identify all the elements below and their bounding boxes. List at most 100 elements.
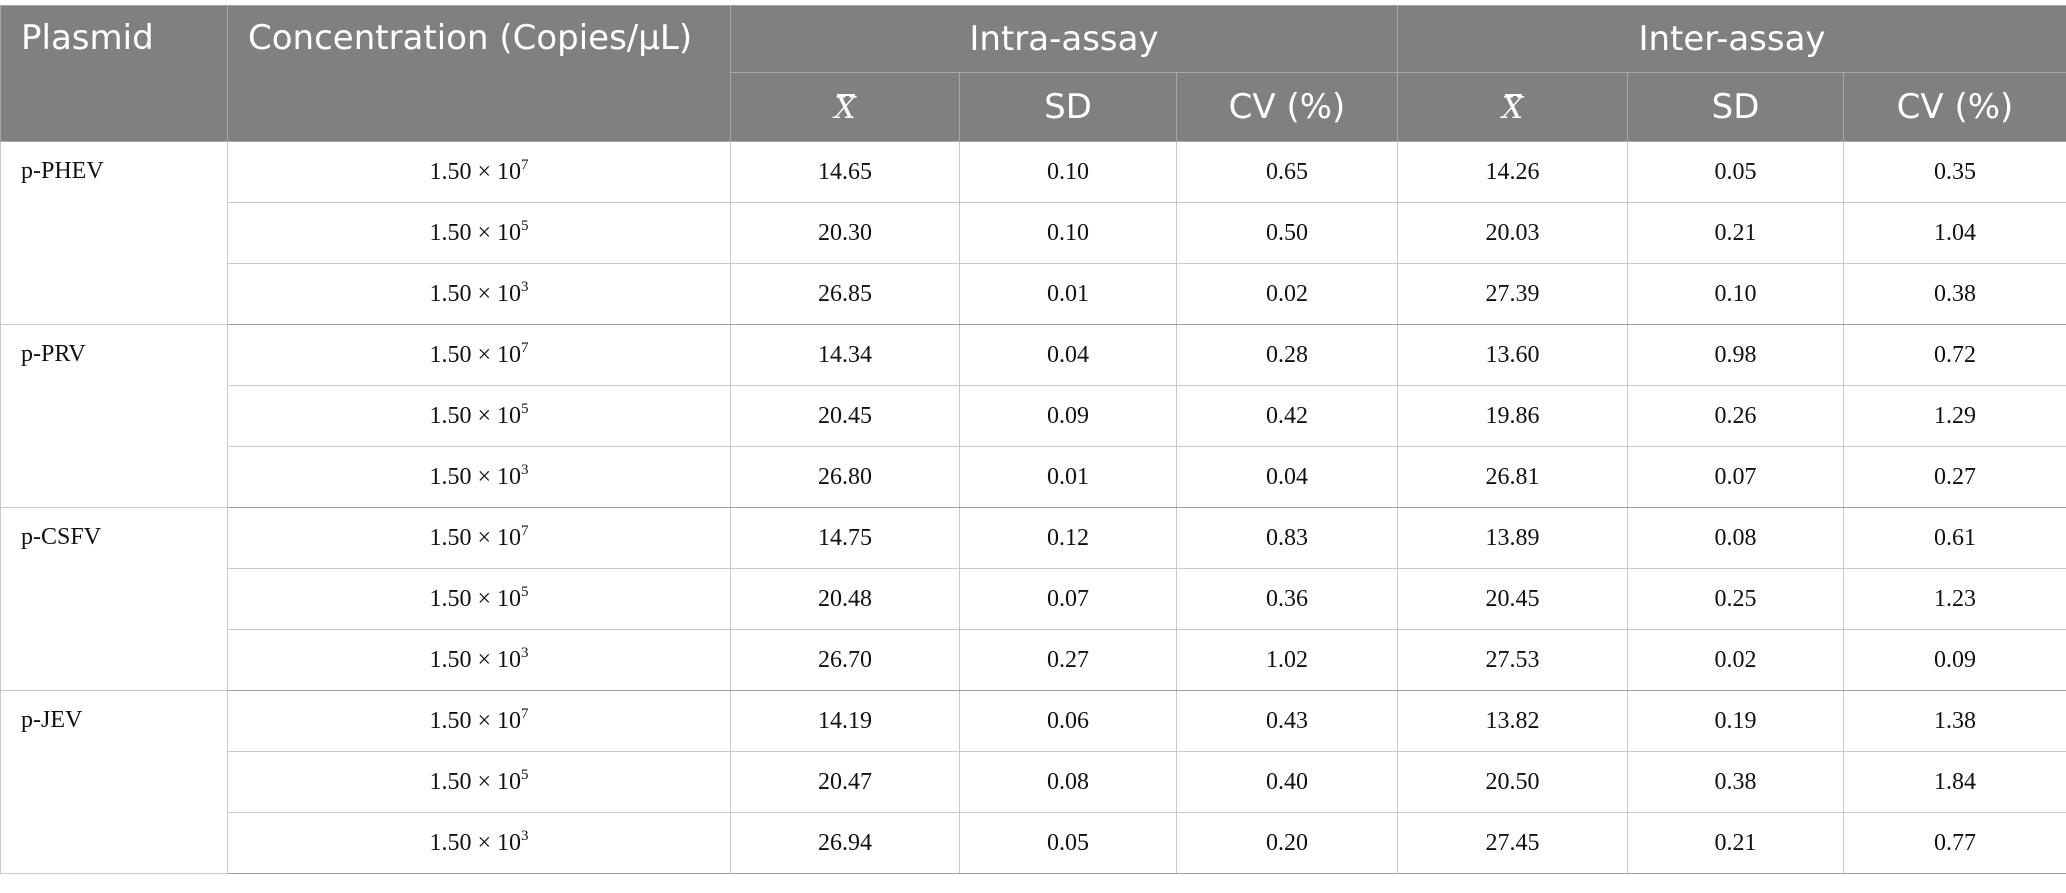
inter-cv-cell: 1.29 [1842, 385, 2066, 447]
data-table: Plasmid Concentration (Copies/μL) Intra-… [0, 5, 2066, 874]
intra-sd-header: SD [959, 72, 1177, 142]
intra-cv-cell: 0.02 [1176, 263, 1398, 325]
concentration-cell: 1.50 × 105 [227, 568, 731, 630]
intra-sd-cell: 0.09 [959, 385, 1177, 447]
mean-symbol: X [834, 91, 856, 126]
inter-sd-cell: 0.08 [1627, 507, 1844, 569]
inter-sd-cell: 0.10 [1627, 263, 1844, 325]
intra-mean-cell: 26.80 [730, 446, 960, 508]
intra-cv-cell: 0.42 [1176, 385, 1398, 447]
concentration-base: 1.50 × 10 [429, 768, 522, 795]
inter-sd-header: SD [1627, 72, 1844, 142]
intra-sd-cell: 0.01 [959, 446, 1177, 508]
concentration-cell: 1.50 × 107 [227, 507, 731, 569]
concentration-cell: 1.50 × 103 [227, 446, 731, 508]
inter-sd-cell: 0.38 [1627, 751, 1844, 813]
table-row: p-JEV 1.50 × 107 14.19 0.06 0.43 13.82 0.19 1.3… [0, 690, 2066, 874]
table-row: 1.50 × 103 26.70 0.27 1.02 27.53 0.02 0.09 [1, 629, 2066, 691]
table-row: 1.50 × 103 26.80 0.01 0.04 26.81 0.07 0.27 [1, 446, 2066, 508]
intra-mean-cell: 20.30 [730, 202, 960, 264]
concentration-base: 1.50 × 10 [429, 341, 522, 368]
inter-sd-cell: 0.26 [1627, 385, 1844, 447]
inter-mean-cell: 27.45 [1397, 812, 1628, 874]
inter-mean-header: X [1397, 72, 1628, 142]
table-row: 1.50 × 105 20.30 0.10 0.50 20.03 0.21 1.04 [1, 202, 2066, 264]
concentration-exponent: 7 [521, 339, 529, 356]
intra-mean-cell: 20.45 [730, 385, 960, 447]
intra-cv-cell: 0.50 [1176, 202, 1398, 264]
concentration-base: 1.50 × 10 [429, 524, 522, 551]
plasmid-header: Plasmid [0, 5, 228, 142]
concentration-exponent: 3 [521, 827, 529, 844]
concentration-cell: 1.50 × 107 [227, 690, 731, 752]
concentration-cell: 1.50 × 103 [227, 629, 731, 691]
plasmid-cell: p-JEV [0, 690, 228, 874]
inter-cv-cell: 1.84 [1842, 751, 2066, 813]
concentration-base: 1.50 × 10 [429, 463, 522, 490]
intra-mean-cell: 26.94 [730, 812, 960, 874]
intra-mean-cell: 26.85 [730, 263, 960, 325]
intra-sd-cell: 0.06 [959, 690, 1177, 752]
intra-mean-cell: 14.34 [730, 324, 960, 386]
inter-mean-cell: 13.60 [1397, 324, 1628, 386]
intra-cv-cell: 0.04 [1176, 446, 1398, 508]
inter-sd-cell: 0.25 [1627, 568, 1844, 630]
inter-mean-cell: 13.89 [1397, 507, 1628, 569]
concentration-base: 1.50 × 10 [429, 707, 522, 734]
concentration-header: Concentration (Copies/μL) [227, 5, 731, 142]
concentration-exponent: 5 [521, 217, 529, 234]
concentration-base: 1.50 × 10 [429, 158, 522, 185]
inter-cv-cell: 0.72 [1842, 324, 2066, 386]
table-container: Plasmid Concentration (Copies/μL) Intra-… [0, 5, 2066, 874]
inter-cv-cell: 1.04 [1842, 202, 2066, 264]
table-row: 1.50 × 103 26.94 0.05 0.20 27.45 0.21 0.77 [1, 812, 2066, 874]
inter-cv-cell: 0.35 [1842, 141, 2066, 203]
concentration-exponent: 3 [521, 644, 529, 661]
header-row-top: Plasmid Concentration (Copies/μL) Intra-… [0, 5, 2066, 142]
concentration-exponent: 7 [521, 522, 529, 539]
concentration-cell: 1.50 × 103 [227, 812, 731, 874]
concentration-exponent: 5 [521, 583, 529, 600]
inter-assay-header: Inter-assay [1396, 5, 2066, 73]
concentration-cell: 1.50 × 103 [227, 263, 731, 325]
intra-sd-cell: 0.08 [959, 751, 1177, 813]
intra-sd-cell: 0.27 [959, 629, 1177, 691]
inter-cv-header: CV (%) [1842, 72, 2066, 142]
intra-sd-cell: 0.12 [959, 507, 1177, 569]
table-row: 1.50 × 105 20.48 0.07 0.36 20.45 0.25 1.23 [1, 568, 2066, 630]
intra-cv-cell: 0.20 [1176, 812, 1398, 874]
inter-mean-cell: 26.81 [1397, 446, 1628, 508]
concentration-exponent: 7 [521, 705, 529, 722]
concentration-cell: 1.50 × 107 [227, 141, 731, 203]
inter-mean-cell: 13.82 [1397, 690, 1628, 752]
concentration-base: 1.50 × 10 [429, 402, 522, 429]
concentration-exponent: 3 [521, 278, 529, 295]
intra-cv-cell: 0.65 [1176, 141, 1398, 203]
inter-mean-cell: 20.50 [1397, 751, 1628, 813]
intra-mean-header: X [730, 72, 960, 142]
inter-cv-cell: 0.61 [1842, 507, 2066, 569]
inter-cv-cell: 0.38 [1842, 263, 2066, 325]
concentration-base: 1.50 × 10 [429, 280, 522, 307]
plasmid-cell: p-CSFV [0, 507, 228, 691]
inter-sd-cell: 0.21 [1627, 202, 1844, 264]
concentration-base: 1.50 × 10 [429, 585, 522, 612]
table-row: p-PHEV 1.50 × 107 14.65 0.10 0.65 14.26 0.05 0.… [0, 141, 2066, 325]
concentration-exponent: 3 [521, 461, 529, 478]
header-row-sub: X SD CV (%) X SD CV (%) [1, 72, 2066, 142]
intra-sd-cell: 0.01 [959, 263, 1177, 325]
inter-cv-cell: 1.23 [1842, 568, 2066, 630]
intra-mean-cell: 14.19 [730, 690, 960, 752]
table-row: p-PRV 1.50 × 107 14.34 0.04 0.28 13.60 0.98 0.7… [0, 324, 2066, 508]
inter-cv-cell: 1.38 [1842, 690, 2066, 752]
concentration-exponent: 5 [521, 766, 529, 783]
concentration-exponent: 5 [521, 400, 529, 417]
inter-sd-cell: 0.21 [1627, 812, 1844, 874]
intra-mean-cell: 14.75 [730, 507, 960, 569]
inter-sd-cell: 0.19 [1627, 690, 1844, 752]
concentration-cell: 1.50 × 105 [227, 751, 731, 813]
intra-mean-cell: 14.65 [730, 141, 960, 203]
intra-cv-header: CV (%) [1176, 72, 1398, 142]
intra-cv-cell: 0.28 [1176, 324, 1398, 386]
table-row: 1.50 × 103 26.85 0.01 0.02 27.39 0.10 0.38 [1, 263, 2066, 325]
